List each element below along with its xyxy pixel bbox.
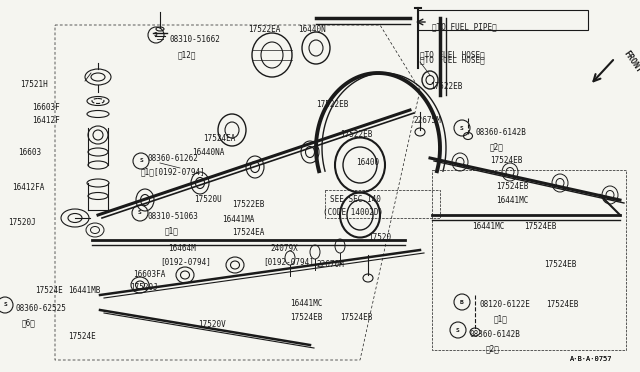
Text: 16441MB: 16441MB xyxy=(68,286,100,295)
Text: 17524EB: 17524EB xyxy=(524,222,556,231)
Text: 08360-62525: 08360-62525 xyxy=(15,304,66,313)
Text: 17524EB: 17524EB xyxy=(496,182,529,191)
Text: 16440N: 16440N xyxy=(298,25,326,34)
Text: 17520U: 17520U xyxy=(194,195,221,204)
Text: 08310-51662: 08310-51662 xyxy=(170,35,221,44)
Text: 16400: 16400 xyxy=(356,158,379,167)
Text: ＜TO FUEL HOSE＞: ＜TO FUEL HOSE＞ xyxy=(420,50,484,59)
Text: 16441MC: 16441MC xyxy=(472,222,504,231)
Text: S: S xyxy=(138,211,142,215)
Text: 17521H: 17521H xyxy=(20,80,48,89)
Text: 17520J: 17520J xyxy=(130,283,157,292)
Text: 22670M: 22670M xyxy=(316,260,344,269)
Text: ＜2＞: ＜2＞ xyxy=(490,142,504,151)
Text: 17520J: 17520J xyxy=(8,218,36,227)
Text: 17522EB: 17522EB xyxy=(340,130,372,139)
Text: 16440NA: 16440NA xyxy=(192,148,225,157)
Text: 17524EB: 17524EB xyxy=(290,313,323,322)
Text: 17520: 17520 xyxy=(368,233,391,242)
Text: ＜2＞: ＜2＞ xyxy=(486,344,500,353)
Text: 17522EB: 17522EB xyxy=(316,100,348,109)
Bar xyxy=(325,190,440,218)
Text: S: S xyxy=(154,32,158,38)
Text: 16441MA: 16441MA xyxy=(222,215,254,224)
Text: 08120-6122E: 08120-6122E xyxy=(480,300,531,309)
Text: 08360-6142B: 08360-6142B xyxy=(476,128,527,137)
Text: 08360-6142B: 08360-6142B xyxy=(470,330,521,339)
Text: ＜1＞: ＜1＞ xyxy=(165,226,179,235)
Text: 16603F: 16603F xyxy=(32,103,60,112)
Text: A·B·A·0757: A·B·A·0757 xyxy=(570,356,612,362)
Text: 16441MC: 16441MC xyxy=(290,299,323,308)
Text: 17522EA: 17522EA xyxy=(248,25,280,34)
Text: ＜1＞: ＜1＞ xyxy=(494,314,508,323)
Text: 16603: 16603 xyxy=(18,148,41,157)
Text: A·B·A·0757: A·B·A·0757 xyxy=(570,356,612,362)
Text: 17524E: 17524E xyxy=(68,332,96,341)
Text: 17524EB: 17524EB xyxy=(546,300,579,309)
Text: 17520V: 17520V xyxy=(198,320,226,329)
Text: 17524EB: 17524EB xyxy=(544,260,577,269)
Text: [0192-0794]: [0192-0794] xyxy=(160,257,211,266)
Text: 08360-61262: 08360-61262 xyxy=(148,154,199,163)
Text: 17524EB: 17524EB xyxy=(340,313,372,322)
Text: 17524E: 17524E xyxy=(35,286,63,295)
Bar xyxy=(418,10,588,30)
Text: (CODE 14002D): (CODE 14002D) xyxy=(323,208,383,217)
Text: 24079X: 24079X xyxy=(270,244,298,253)
Text: 16412FA: 16412FA xyxy=(12,183,44,192)
Text: 16464M: 16464M xyxy=(168,244,196,253)
Text: S: S xyxy=(3,302,7,308)
Text: ＜TO FUEL PIPE＞: ＜TO FUEL PIPE＞ xyxy=(432,22,497,31)
Text: ＜6＞: ＜6＞ xyxy=(22,318,36,327)
Bar xyxy=(432,170,626,350)
Text: S: S xyxy=(456,327,460,333)
Text: 17522EB: 17522EB xyxy=(232,200,264,209)
Text: ＜TO FUEL HOSE＞: ＜TO FUEL HOSE＞ xyxy=(420,55,484,64)
Text: 17524EA: 17524EA xyxy=(203,134,236,143)
Text: SEE SEC.140: SEE SEC.140 xyxy=(330,195,381,204)
Text: 16603FA: 16603FA xyxy=(133,270,165,279)
Text: FRONT: FRONT xyxy=(622,49,640,75)
Text: 22675M: 22675M xyxy=(413,116,441,125)
Text: 16441MC: 16441MC xyxy=(496,196,529,205)
Text: 17524EA: 17524EA xyxy=(232,228,264,237)
Text: 17524EB: 17524EB xyxy=(490,156,522,165)
Text: [0192-0794]: [0192-0794] xyxy=(263,257,314,266)
Text: S: S xyxy=(139,158,143,164)
Text: 08310-51063: 08310-51063 xyxy=(148,212,199,221)
Text: 16412F: 16412F xyxy=(32,116,60,125)
Text: S: S xyxy=(460,125,464,131)
Text: ＜1＞[0192-0794]: ＜1＞[0192-0794] xyxy=(141,167,205,176)
Text: B: B xyxy=(460,299,464,305)
Text: 17522EB: 17522EB xyxy=(430,82,462,91)
Text: ＜12＞: ＜12＞ xyxy=(178,50,196,59)
